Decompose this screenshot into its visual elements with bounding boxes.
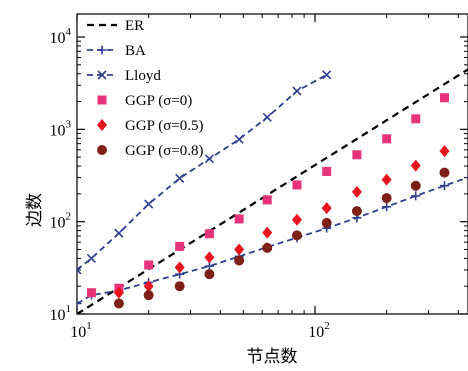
series-4-point bbox=[86, 288, 96, 298]
legend-marker bbox=[97, 145, 107, 155]
series-6-point bbox=[381, 193, 392, 204]
series-3-point bbox=[86, 253, 97, 263]
series-1-line bbox=[77, 68, 468, 314]
series-3-point bbox=[262, 112, 272, 122]
legend-label: BA bbox=[125, 43, 146, 59]
legend-entry: GGP (σ=0.8) bbox=[97, 143, 204, 159]
series-3-point bbox=[292, 86, 302, 96]
legend-marker bbox=[97, 95, 107, 105]
y-tick-label: 104 bbox=[50, 26, 72, 47]
series-4-point bbox=[322, 166, 332, 176]
series-6 bbox=[113, 167, 450, 309]
series-3-point bbox=[234, 134, 244, 144]
series-5-point bbox=[410, 159, 421, 172]
series-6-point bbox=[143, 290, 154, 301]
series-6-point bbox=[234, 255, 245, 266]
series-6-point bbox=[204, 269, 215, 280]
series-6-point bbox=[321, 217, 332, 228]
series-5-point bbox=[113, 286, 124, 299]
series-6-point bbox=[174, 281, 185, 292]
y-tick-label: 101 bbox=[50, 303, 72, 324]
series-5-point bbox=[291, 213, 302, 226]
series-5-point bbox=[234, 243, 245, 256]
series-1 bbox=[77, 68, 468, 314]
legend-entry: GGP (σ=0.5) bbox=[97, 118, 204, 134]
series-2-line bbox=[77, 176, 468, 305]
series-3-point bbox=[144, 199, 154, 209]
series-5-point bbox=[174, 261, 185, 274]
legend-label: GGP (σ=0.8) bbox=[125, 143, 204, 159]
series-3-point bbox=[114, 228, 124, 238]
legend-label: ER bbox=[125, 18, 144, 34]
y-tick-label: 102 bbox=[50, 211, 72, 232]
legend-label: GGP (σ=0) bbox=[125, 93, 192, 109]
legend-marker bbox=[97, 70, 107, 80]
series-4-point bbox=[352, 150, 362, 160]
series-4-point bbox=[411, 114, 421, 124]
series-6-point bbox=[262, 242, 273, 253]
series-6-point bbox=[439, 167, 450, 178]
legend-entry: GGP (σ=0) bbox=[97, 93, 192, 109]
series-5-point bbox=[143, 280, 154, 293]
legend-marker bbox=[97, 119, 107, 131]
series-4-point bbox=[234, 214, 244, 224]
series-4-point bbox=[292, 180, 302, 190]
series-4-point bbox=[439, 93, 449, 103]
series-5-point bbox=[262, 226, 273, 239]
series-2-point bbox=[77, 298, 82, 308]
series-3-point bbox=[77, 265, 82, 275]
plot-frame bbox=[76, 13, 468, 315]
x-tick-label: 102 bbox=[308, 320, 330, 341]
series-6-point bbox=[291, 230, 302, 241]
series-4-point bbox=[262, 195, 272, 205]
y-tick-label: 103 bbox=[50, 118, 72, 139]
series-3-point bbox=[322, 70, 332, 80]
legend-label: GGP (σ=0.5) bbox=[125, 118, 204, 134]
x-axis-label: 节点数 bbox=[247, 347, 298, 367]
series-3 bbox=[77, 70, 332, 275]
series-4-point bbox=[204, 229, 214, 239]
series-5-point bbox=[204, 251, 215, 264]
series-2-point bbox=[411, 191, 421, 201]
legend-entry: Lloyd bbox=[87, 68, 161, 84]
axes: 101 102 101 102 103 104 bbox=[50, 13, 468, 341]
series-5-point bbox=[351, 185, 362, 198]
series-3-point bbox=[204, 154, 214, 164]
series-5-point bbox=[439, 145, 450, 158]
legend-entry: BA bbox=[87, 43, 146, 59]
series-5-point bbox=[381, 173, 392, 186]
series-2-point bbox=[439, 181, 449, 191]
series-6-point bbox=[410, 180, 421, 191]
legend: ER BA Lloyd GGP (σ=0) GGP (σ=0.5) GGP (σ=0.8) bbox=[87, 18, 204, 159]
series-3-line bbox=[77, 74, 328, 271]
series-2-point bbox=[382, 202, 392, 212]
x-tick-label: 101 bbox=[70, 320, 92, 341]
legend-entry: ER bbox=[87, 18, 144, 34]
series-6-point bbox=[113, 298, 124, 309]
legend-label: Lloyd bbox=[125, 68, 161, 84]
series-4-point bbox=[382, 134, 392, 144]
series-4-point bbox=[144, 260, 154, 270]
legend-marker bbox=[97, 45, 107, 55]
series-3-point bbox=[175, 173, 185, 183]
series-4-point bbox=[175, 241, 185, 251]
plot-area bbox=[77, 68, 468, 314]
y-axis-label: 边数 bbox=[25, 193, 45, 227]
series-5-point bbox=[321, 202, 332, 215]
series-5 bbox=[113, 145, 450, 299]
series-6-point bbox=[351, 206, 362, 217]
